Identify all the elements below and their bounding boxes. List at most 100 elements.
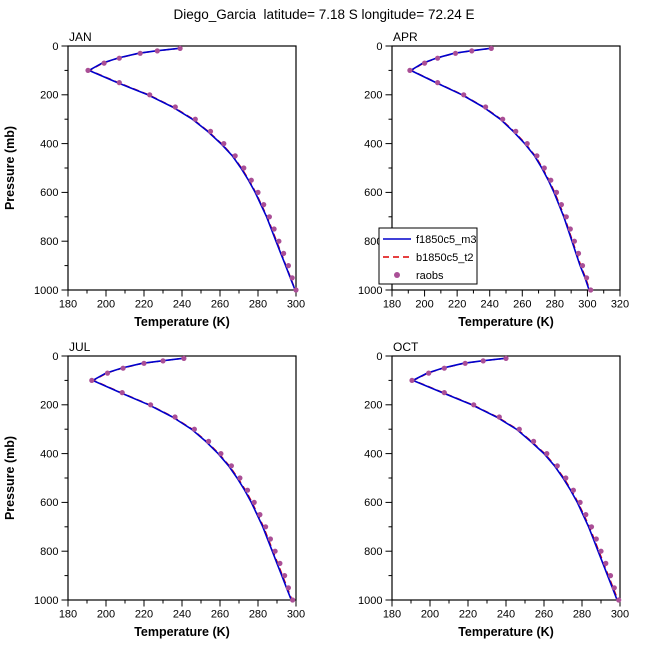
y-tick-label: 400 <box>40 448 58 460</box>
y-tick-label: 0 <box>52 351 58 363</box>
x-tick-label: 300 <box>611 609 629 621</box>
raobs-point <box>263 524 269 530</box>
y-tick-label: 600 <box>364 497 382 509</box>
raobs-point <box>524 141 530 147</box>
plot-frame <box>391 45 621 291</box>
x-tick-label: 280 <box>249 609 267 621</box>
raobs-point <box>251 499 257 505</box>
raobs-point <box>516 426 522 432</box>
raobs-point <box>277 560 283 566</box>
x-tick-label: 220 <box>135 299 153 311</box>
raobs-point <box>496 414 502 420</box>
raobs-point <box>85 67 91 73</box>
x-tick-label: 320 <box>611 299 629 311</box>
raobs-point <box>206 438 212 444</box>
raobs-point <box>422 60 428 66</box>
figure-title: Diego_Garcia latitude= 7.18 S longitude=… <box>173 7 475 22</box>
legend-marker-raobs <box>394 272 400 278</box>
raobs-point <box>293 287 299 293</box>
raobs-point <box>154 48 160 54</box>
raobs-point <box>282 573 288 579</box>
y-tick-label: 1000 <box>34 595 58 607</box>
x-tick-label: 220 <box>135 609 153 621</box>
raobs-point <box>228 463 234 469</box>
raobs-point <box>541 165 547 171</box>
x-tick-label: 180 <box>383 299 401 311</box>
y-tick-label: 200 <box>364 400 382 412</box>
x-tick-label: 260 <box>211 299 229 311</box>
y-tick-label: 0 <box>52 41 58 53</box>
raobs-point <box>435 80 441 86</box>
raobs-point <box>289 275 295 281</box>
raobs-point <box>579 263 586 269</box>
x-axis-title: Temperature (K) <box>458 315 554 329</box>
raobs-point <box>616 597 622 603</box>
month-label: JAN <box>69 30 92 44</box>
y-tick-label: 400 <box>40 138 58 150</box>
raobs-point <box>461 92 467 98</box>
raobs-point <box>480 358 486 364</box>
raobs-point <box>558 202 564 208</box>
raobs-point <box>101 60 107 66</box>
plot-jul: 180 200 220 240 260 280 300 0 200 400 600 800 1000 JU… <box>3 340 305 639</box>
raobs-point <box>553 189 560 195</box>
raobs-point <box>567 226 573 232</box>
raobs-point <box>544 451 550 457</box>
raobs-point <box>407 67 413 73</box>
y-tick-label: 800 <box>364 546 382 558</box>
y-tick-label: 800 <box>40 236 58 248</box>
raobs-point <box>588 287 594 293</box>
raobs-point <box>570 487 576 493</box>
x-tick-label: 180 <box>59 299 77 311</box>
x-tick-label: 260 <box>211 609 229 621</box>
raobs-point <box>237 475 243 481</box>
raobs-point <box>181 355 187 361</box>
raobs-point <box>116 55 122 61</box>
x-tick-label: 260 <box>513 299 531 311</box>
raobs-point <box>285 263 291 269</box>
raobs-point <box>257 512 263 518</box>
raobs-point <box>207 128 214 134</box>
raobs-point <box>513 128 519 134</box>
y-tick-label: 400 <box>364 138 382 150</box>
month-label: APR <box>393 30 418 44</box>
x-tick-label: 240 <box>497 609 515 621</box>
raobs-point <box>611 585 617 591</box>
raobs-point <box>281 250 287 256</box>
raobs-point <box>603 560 609 566</box>
y-tick-label: 1000 <box>358 285 382 297</box>
raobs-point <box>232 153 238 159</box>
raobs-point <box>531 438 537 444</box>
raobs-point <box>116 80 122 86</box>
raobs-point <box>89 377 95 383</box>
x-tick-label: 260 <box>535 609 553 621</box>
raobs-point <box>471 402 477 408</box>
plot-frame <box>391 355 621 601</box>
y-tick-label: 600 <box>40 497 58 509</box>
raobs-point <box>488 45 494 51</box>
raobs-point <box>290 597 296 603</box>
raobs-point <box>583 512 589 518</box>
plot-frame <box>67 45 297 291</box>
plot-oct: 180 200 220 240 260 280 300 0 200 400 600 800 1000 OC… <box>358 340 629 639</box>
raobs-point <box>285 585 291 591</box>
x-tick-label: 240 <box>481 299 499 311</box>
y-tick-label: 600 <box>364 187 382 199</box>
x-axis-title: Temperature (K) <box>134 625 230 639</box>
legend-label: b1850c5_t2 <box>416 252 474 264</box>
raobs-point <box>255 189 261 195</box>
raobs-point <box>534 153 540 159</box>
y-tick-label: 400 <box>364 448 382 460</box>
raobs-point <box>119 390 125 396</box>
raobs-point <box>160 358 166 364</box>
raobs-point <box>276 238 282 244</box>
x-tick-label: 300 <box>287 299 305 311</box>
legend-label: raobs <box>416 270 444 282</box>
raobs-point <box>267 536 273 542</box>
y-tick-label: 1000 <box>358 595 382 607</box>
y-tick-label: 800 <box>364 236 382 248</box>
raobs-point <box>563 475 569 481</box>
month-label: OCT <box>393 340 419 354</box>
raobs-point <box>248 177 254 183</box>
y-axis-title: Pressure (mb) <box>3 126 17 210</box>
